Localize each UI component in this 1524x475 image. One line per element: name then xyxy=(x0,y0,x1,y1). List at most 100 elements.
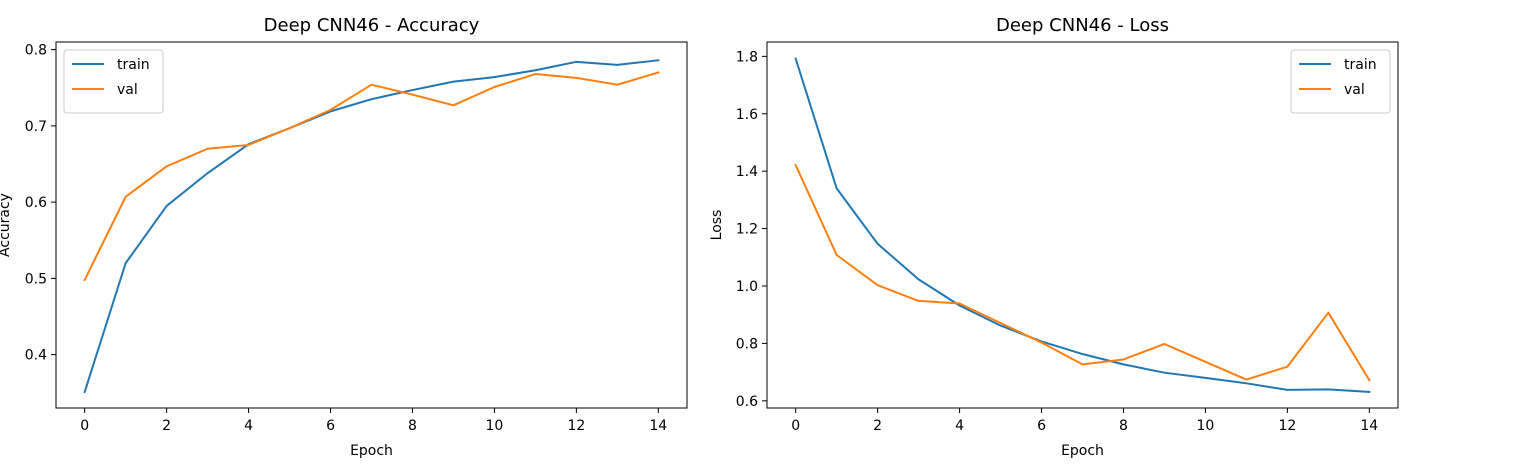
y-tick-label: 0.8 xyxy=(736,336,758,352)
legend-label-train: train xyxy=(117,57,150,73)
y-tick-label: 0.6 xyxy=(736,394,758,410)
legend-box xyxy=(1290,49,1391,114)
y-tick-label: 0.4 xyxy=(25,348,47,364)
x-tick-label: 6 xyxy=(1037,418,1046,434)
data-point-val xyxy=(288,127,291,129)
data-point-val xyxy=(247,144,250,146)
data-point-val xyxy=(165,165,168,168)
data-point-train xyxy=(657,59,660,62)
x-tick-label: 10 xyxy=(486,418,504,434)
data-point-train xyxy=(1204,377,1207,379)
data-point-val xyxy=(1368,379,1371,381)
data-point-val xyxy=(493,86,496,88)
data-point-train xyxy=(452,80,455,83)
chart-title: Deep CNN46 - Loss xyxy=(996,15,1169,36)
data-point-val xyxy=(917,300,920,302)
legend-label-train: train xyxy=(1344,57,1377,73)
y-axis-label: Accuracy xyxy=(0,193,13,257)
y-tick-label: 1.6 xyxy=(736,107,758,123)
data-point-val xyxy=(1040,341,1043,344)
data-point-val xyxy=(124,195,127,198)
data-point-val xyxy=(794,164,797,166)
data-point-train xyxy=(493,76,496,78)
y-tick-label: 1.4 xyxy=(736,164,758,180)
data-point-train xyxy=(835,187,838,190)
x-tick-label: 12 xyxy=(1278,418,1296,434)
data-point-val xyxy=(534,73,537,75)
data-point-train xyxy=(165,205,168,207)
y-tick-label: 0.5 xyxy=(25,271,47,287)
data-point-train xyxy=(1368,391,1371,393)
x-axis-label: Epoch xyxy=(350,443,393,459)
data-point-train xyxy=(917,278,920,281)
data-point-val xyxy=(1081,363,1084,366)
data-point-val xyxy=(876,284,879,286)
x-tick-label: 14 xyxy=(1360,418,1378,434)
data-point-val xyxy=(83,279,86,281)
series-line-val xyxy=(794,163,1371,382)
data-point-train xyxy=(575,61,578,63)
legend-box xyxy=(63,49,164,114)
chart-title: Deep CNN46 - Accuracy xyxy=(264,15,480,36)
y-tick-label: 1.0 xyxy=(736,279,758,295)
x-tick-label: 4 xyxy=(244,418,253,434)
legend-label-val: val xyxy=(117,82,138,98)
legend: train val xyxy=(63,49,164,114)
series-line-train xyxy=(794,57,1371,393)
accuracy-chart: Deep CNN46 - Accuracy 0 2 4 6 8 10 12 14 0.4 0.5 0.… xyxy=(0,15,688,459)
data-point-train xyxy=(1081,353,1084,355)
data-point-val xyxy=(835,254,838,256)
data-point-train xyxy=(1122,363,1125,366)
data-point-train xyxy=(124,262,127,264)
data-point-train xyxy=(534,69,537,72)
y-tick-label: 0.7 xyxy=(25,119,47,135)
plot-frame xyxy=(766,41,1399,409)
data-point-train xyxy=(616,64,619,66)
data-point-train xyxy=(83,391,86,393)
x-axis-label: Epoch xyxy=(1061,443,1104,459)
y-tick-label: 1.8 xyxy=(736,49,758,65)
x-tick-label: 0 xyxy=(80,418,89,434)
x-tick-label: 0 xyxy=(791,418,800,434)
data-point-train xyxy=(1327,388,1330,391)
data-point-train xyxy=(794,57,797,60)
data-point-val xyxy=(411,93,414,96)
data-point-val xyxy=(1163,343,1166,345)
x-tick-label: 6 xyxy=(326,418,335,434)
x-tick-label: 8 xyxy=(1119,418,1128,434)
x-tick-label: 8 xyxy=(408,418,417,434)
series-line-train xyxy=(83,59,660,394)
plot-frame xyxy=(55,41,688,409)
data-point-val xyxy=(575,77,578,79)
data-point-val xyxy=(1122,358,1125,361)
y-tick-label: 1.2 xyxy=(736,222,758,238)
data-point-train xyxy=(411,89,414,91)
loss-chart: Deep CNN46 - Loss 0 2 4 6 8 10 12 14 0.6 0.8 1.0 1.2… xyxy=(709,15,1399,459)
data-point-val xyxy=(370,83,373,86)
x-tick-label: 10 xyxy=(1197,418,1215,434)
data-point-train xyxy=(206,172,209,174)
data-point-val xyxy=(958,302,961,305)
data-point-train xyxy=(1163,371,1166,374)
data-point-val xyxy=(1286,365,1289,368)
y-tick-label: 0.6 xyxy=(25,195,47,211)
data-point-train xyxy=(1286,389,1289,391)
x-tick-label: 2 xyxy=(162,418,171,434)
data-point-val xyxy=(1204,360,1207,363)
x-tick-label: 2 xyxy=(873,418,882,434)
data-point-train xyxy=(370,98,373,100)
data-point-train xyxy=(958,304,961,307)
x-tick-label: 4 xyxy=(955,418,964,434)
y-tick-label: 0.8 xyxy=(25,43,47,59)
data-point-val xyxy=(1245,378,1248,381)
data-point-val xyxy=(329,109,332,111)
data-point-val xyxy=(206,147,209,150)
data-point-val xyxy=(999,322,1002,324)
data-point-val xyxy=(616,83,619,86)
y-axis-label: Loss xyxy=(709,210,725,241)
data-point-val xyxy=(657,71,660,74)
data-point-train xyxy=(999,324,1002,327)
data-point-val xyxy=(1327,311,1330,314)
x-tick-label: 14 xyxy=(649,418,667,434)
